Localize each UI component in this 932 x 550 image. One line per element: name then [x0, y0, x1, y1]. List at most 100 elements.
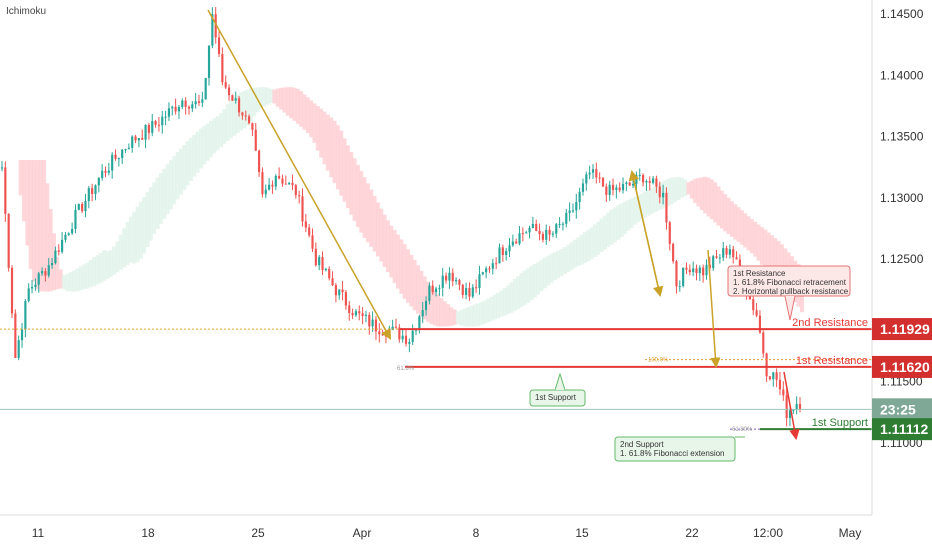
cloud-segment — [302, 94, 307, 130]
candle-body — [665, 192, 668, 223]
cloud-segment — [699, 177, 704, 210]
candle-body — [54, 250, 57, 264]
candle-body — [652, 178, 655, 183]
note-box — [614, 436, 736, 462]
cloud-segment — [596, 221, 601, 255]
candle-body — [51, 263, 54, 266]
candle-body — [44, 271, 47, 276]
cloud-segment — [703, 176, 708, 214]
candle-body — [391, 326, 394, 331]
candle-body — [748, 296, 751, 300]
fib-label: 61.80% — [732, 427, 753, 433]
candle-body — [151, 121, 154, 133]
cloud-segment — [412, 259, 417, 311]
cloud-segment — [75, 268, 80, 292]
candle-body — [211, 14, 214, 46]
cloud-segment — [249, 88, 254, 122]
candle-body — [438, 287, 441, 289]
cloud-segment — [272, 89, 277, 104]
cloud-segment — [92, 257, 97, 287]
candle-body — [348, 305, 351, 314]
candle-body — [241, 112, 244, 116]
cloud-segment — [719, 190, 724, 229]
candle-body — [762, 332, 765, 354]
cloud-segment — [372, 195, 377, 252]
candle-body — [785, 395, 788, 419]
candle-body — [685, 267, 688, 270]
candle-body — [0, 167, 4, 169]
candle-body — [27, 288, 30, 302]
cloud-segment — [172, 156, 177, 205]
cloud-segment — [459, 310, 464, 326]
cloud-segment — [195, 131, 200, 173]
cloud-segment — [696, 177, 701, 207]
cloud-segment — [162, 168, 167, 219]
cloud-segment — [522, 270, 527, 306]
cloud-segment — [683, 179, 688, 196]
cloud-segment — [472, 304, 477, 327]
cloud-segment — [205, 123, 210, 161]
cloud-segment — [349, 152, 354, 215]
cloud-segment — [138, 201, 143, 260]
cloud-segment — [439, 298, 444, 327]
first-resistance-price-tag: 1.11620 — [880, 359, 930, 375]
candle-body — [722, 248, 725, 258]
cloud-segment — [165, 164, 170, 214]
candle-body — [692, 268, 695, 273]
cloud-segment — [259, 87, 264, 109]
cloud-segment — [68, 272, 73, 292]
candle-body — [381, 334, 384, 336]
x-tick-label: 12:00 — [753, 526, 783, 540]
cloud-segment — [429, 286, 434, 325]
cloud-segment — [562, 247, 567, 275]
cloud-segment — [489, 296, 494, 321]
cloud-segment — [409, 254, 414, 307]
cloud-segment — [345, 145, 350, 209]
cloud-segment — [559, 248, 564, 277]
cloud-segment — [38, 160, 43, 292]
cloud-segment — [392, 230, 397, 284]
trend-arrows — [207, 9, 800, 441]
trend-arrow — [628, 169, 661, 296]
cloud-segment — [582, 232, 587, 264]
cloud-segment — [22, 160, 26, 222]
cloud-segment — [245, 89, 250, 126]
price-axis-bg — [872, 0, 932, 550]
y-tick-label: 1.13500 — [880, 130, 924, 144]
cloud-segment — [168, 160, 173, 210]
candle-body — [107, 170, 110, 173]
cloud-segment — [152, 182, 157, 235]
candle-body — [515, 241, 518, 244]
cloud-segment — [512, 278, 517, 311]
candle-body — [485, 268, 488, 273]
cloud-segment — [339, 130, 344, 196]
cloud-segment — [112, 246, 117, 275]
candle-body — [227, 87, 231, 96]
candle-body — [491, 263, 494, 269]
first-support-price-tag-bg — [872, 418, 932, 441]
cloud-segment — [369, 189, 374, 247]
candle-body — [137, 138, 140, 141]
cloud-segment — [52, 233, 57, 291]
cloud-segment — [58, 269, 63, 289]
candle-body — [608, 184, 611, 195]
cloud-segment — [626, 199, 631, 231]
candle-body — [444, 275, 448, 281]
y-tick-label: 1.14500 — [880, 7, 924, 21]
cloud-segment — [382, 214, 387, 268]
candle-body — [37, 273, 40, 285]
cloud-segment — [125, 221, 130, 266]
cloud-segment — [148, 187, 153, 241]
cloud-segment — [479, 301, 484, 325]
cloud-segment — [716, 186, 721, 226]
candle-body — [384, 334, 388, 337]
candle-body — [368, 314, 371, 327]
cloud-segment — [592, 224, 597, 258]
candle-body — [394, 326, 398, 328]
cloud-segment — [229, 99, 233, 139]
candle-body — [481, 272, 484, 275]
candle-body — [97, 177, 100, 186]
candle-body — [434, 288, 438, 293]
